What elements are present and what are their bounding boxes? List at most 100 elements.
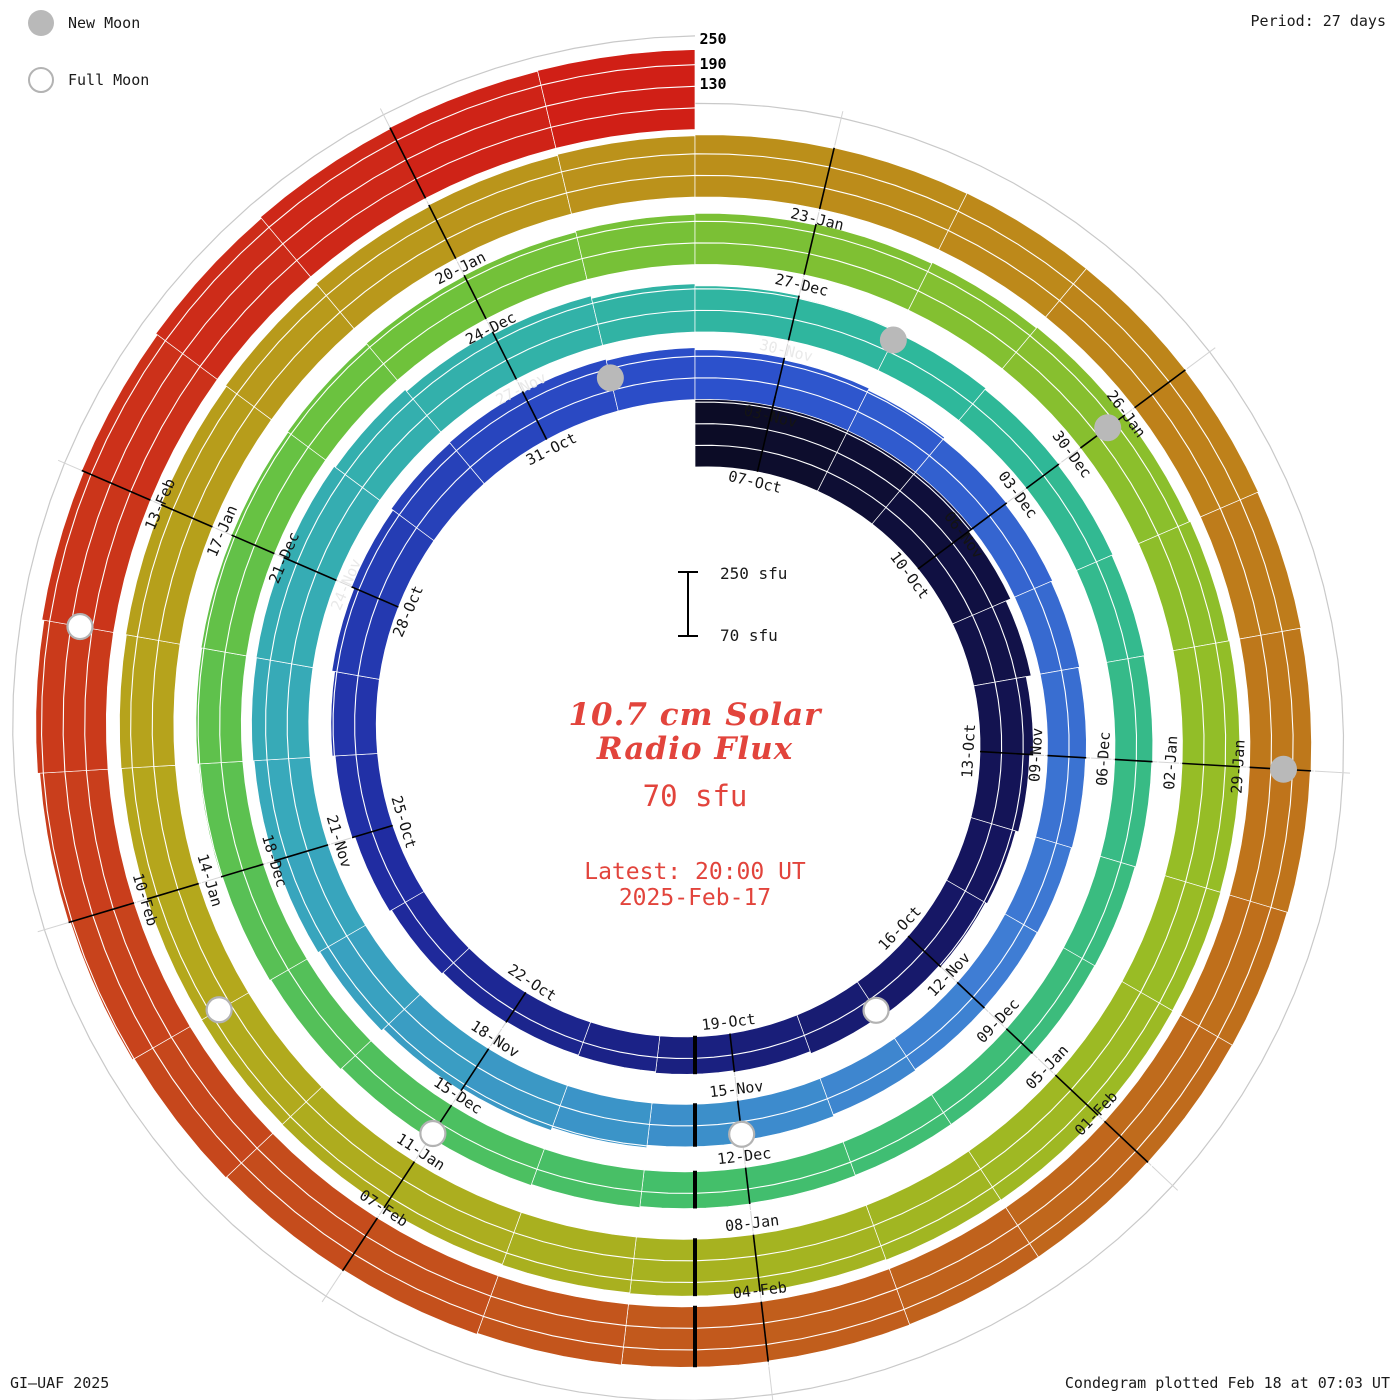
flux-axis-tick-label: 130: [699, 75, 726, 93]
flux-bar-segment: [694, 285, 800, 341]
flux-bar-segment: [557, 135, 696, 215]
day-tick: [979, 750, 1034, 756]
full-moon-marker: [862, 996, 890, 1024]
flux-bar-segment: [973, 676, 1034, 756]
day-tick: [351, 824, 393, 839]
day-tick: [521, 391, 548, 441]
latest-time-label: Latest: 20:00 UT: [584, 859, 806, 885]
flux-bar-segment: [537, 49, 696, 149]
date-label: 09-Nov: [1025, 727, 1046, 782]
day-tick: [1114, 758, 1153, 763]
day-tick: [383, 1161, 416, 1209]
flux-bar-segment: [819, 1037, 916, 1115]
day-tick: [220, 863, 264, 878]
credit-label: GI–UAF 2025: [10, 1374, 110, 1392]
day-tick: [756, 396, 777, 472]
day-tick: [463, 274, 487, 320]
full-moon-marker: [728, 1120, 756, 1148]
scale-stem: [687, 572, 689, 636]
day-tick: [1054, 1074, 1099, 1116]
day-tick: [81, 469, 151, 501]
flux-bar-segment: [1239, 627, 1312, 772]
chart-title-line2: Radio Flux: [596, 731, 794, 767]
flux-axis-tick-label: 250: [699, 30, 726, 48]
plotted-label: Condegram plotted Feb 18 at 07:03 UT: [1064, 1374, 1390, 1392]
scale-min-label: 70 sfu: [720, 626, 778, 645]
day-tick: [772, 357, 786, 407]
flux-bar-segment: [1063, 855, 1136, 967]
current-flux-value: 70 sfu: [642, 779, 748, 813]
flux-bar-segment: [39, 768, 135, 923]
day-tick: [341, 1217, 379, 1272]
flux-bar-segment: [694, 134, 835, 210]
latest-date-label: 2025-Feb-17: [618, 885, 772, 911]
day-tick: [917, 527, 974, 570]
flux-gridline: [62, 85, 1294, 1351]
flux-bar-segment: [577, 1021, 661, 1073]
day-tick: [971, 502, 1008, 530]
day-tick: [803, 223, 817, 275]
legend-new-moon: New Moon: [28, 8, 149, 38]
legend-full-moon-label: Full Moon: [68, 71, 150, 89]
full-moon-marker: [419, 1119, 447, 1148]
flux-bar-segment: [35, 619, 114, 774]
legend-new-moon-label: New Moon: [68, 14, 141, 32]
day-tick: [68, 902, 135, 924]
flux-bar-segment: [575, 214, 696, 280]
day-tick: [1103, 1120, 1149, 1163]
flux-bar-segment: [970, 751, 1030, 833]
chart-title-line1: 10.7 cm Solar: [568, 697, 822, 733]
flux-bar-segment: [195, 647, 247, 765]
day-tick: [460, 1048, 490, 1092]
day-tick: [729, 1033, 736, 1073]
day-tick: [146, 882, 199, 900]
flux-bar-segment: [1076, 554, 1145, 663]
full-moon-icon: [28, 67, 54, 93]
new-moon-marker: [596, 364, 624, 392]
date-label: 02-Jan: [1160, 735, 1181, 790]
day-tick: [1182, 762, 1241, 768]
moon-legend: New Moon Full Moon: [28, 8, 149, 122]
new-moon-marker: [1270, 755, 1297, 783]
day-tick: [283, 556, 337, 582]
full-moon-marker: [66, 612, 94, 641]
day-tick: [1005, 1028, 1034, 1055]
day-tick: [231, 534, 275, 555]
day-tick: [956, 981, 985, 1009]
scale-bottom-cap: [678, 635, 698, 637]
day-tick: [351, 586, 399, 608]
scale-max-label: 250 sfu: [720, 564, 788, 583]
flux-axis-tick-label: 190: [699, 55, 726, 73]
day-tick: [428, 204, 457, 260]
flux-bar-segment: [551, 1085, 653, 1149]
day-tick: [160, 503, 213, 528]
day-tick: [505, 991, 527, 1023]
day-tick: [274, 844, 329, 862]
flux-bar-segment: [251, 657, 314, 762]
day-tick: [760, 1301, 770, 1362]
period-label: Period: 27 days: [1250, 12, 1386, 30]
new-moon-icon: [28, 10, 54, 36]
day-tick: [1025, 463, 1060, 490]
day-tick: [818, 147, 835, 210]
legend-full-moon: Full Moon: [28, 65, 149, 95]
date-label: 29-Jan: [1228, 739, 1249, 794]
new-moon-marker: [879, 326, 907, 354]
day-tick: [787, 295, 800, 341]
day-tick: [907, 935, 942, 968]
new-moon-marker: [1094, 414, 1122, 442]
flux-bar-segment: [119, 634, 181, 769]
full-moon-marker: [205, 996, 233, 1024]
flux-bar-segment: [1004, 836, 1072, 934]
flux-gridline: [41, 64, 1316, 1373]
flux-bar-segment: [842, 1094, 952, 1176]
date-label: 06-Dec: [1093, 731, 1114, 786]
day-tick: [491, 331, 518, 380]
day-tick: [752, 1234, 761, 1292]
date-label: 13-Oct: [958, 723, 979, 778]
day-tick: [1047, 754, 1087, 759]
day-tick: [1134, 369, 1186, 409]
day-tick: [744, 1167, 751, 1205]
